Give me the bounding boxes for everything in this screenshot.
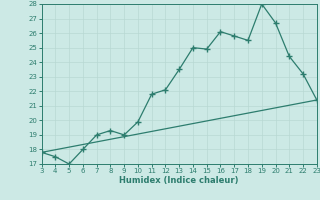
X-axis label: Humidex (Indice chaleur): Humidex (Indice chaleur) (119, 176, 239, 185)
